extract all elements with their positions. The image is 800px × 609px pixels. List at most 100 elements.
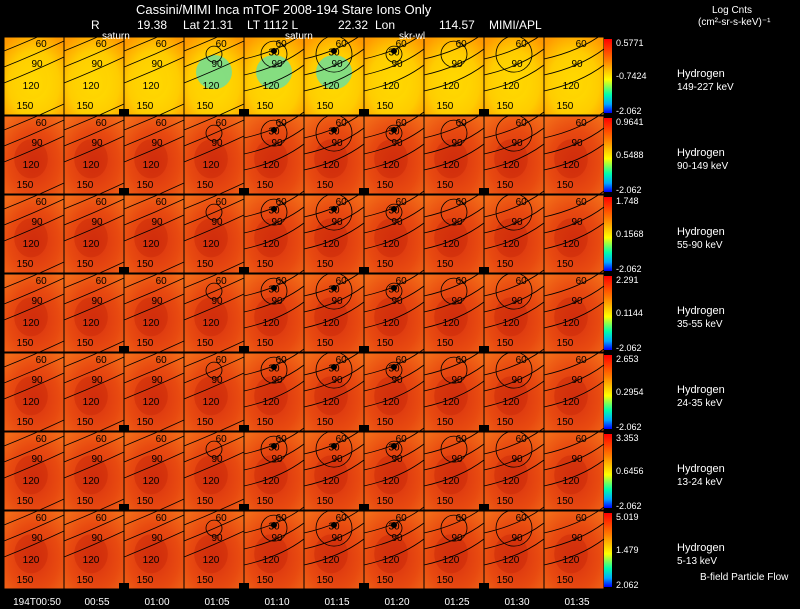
contour-line: [303, 190, 365, 218]
contour-loop: [385, 361, 403, 379]
contour-label: 120: [563, 81, 580, 92]
heatmap-panel: [124, 353, 184, 431]
contour-label: 120: [83, 555, 100, 566]
heatmap-panel: [4, 274, 64, 352]
contour-line: [3, 356, 65, 384]
contour-line: [423, 64, 485, 92]
contour-line: [303, 506, 365, 534]
contour-label: 150: [497, 417, 514, 428]
contour-line: [63, 56, 125, 84]
contour-label: 150: [437, 575, 454, 586]
contour-line: [243, 459, 305, 487]
species-label: Hydrogen: [677, 542, 725, 554]
contour-line: [423, 380, 485, 408]
contour-label: 120: [143, 239, 160, 250]
contour-line: [123, 277, 185, 305]
contour-label: 120: [563, 397, 580, 408]
heatmap-panel: [64, 274, 124, 352]
contour-line: [243, 522, 305, 550]
contour-label: 60: [216, 39, 228, 50]
heatmap-panel: [184, 432, 244, 510]
contour-loop: [205, 45, 223, 63]
contour-line: [543, 143, 605, 171]
contour-label: 90: [271, 375, 283, 386]
contour-line: [483, 285, 545, 313]
contour-label: 120: [383, 239, 400, 250]
contour-label: 60: [36, 355, 48, 366]
contour-label: 120: [323, 555, 340, 566]
contour-line: [3, 372, 65, 400]
contour-label: 90: [211, 375, 223, 386]
heatmap-panel: [184, 116, 244, 194]
contour-line: [483, 538, 545, 566]
contour-label: 90: [211, 533, 223, 544]
contour-line: [363, 380, 425, 408]
contour-label: 60: [216, 355, 228, 366]
heatmap-panel: [64, 195, 124, 273]
contour-line: [423, 269, 485, 297]
contour-label: 120: [83, 160, 100, 171]
intensity-blob: [74, 534, 108, 574]
contour-label: 150: [497, 259, 514, 270]
contour-line: [183, 135, 245, 163]
contour-label: 120: [443, 318, 460, 329]
planet-marker: [271, 364, 277, 371]
contour-label: 150: [557, 338, 574, 349]
contour-line: [123, 40, 185, 68]
contour-label: 120: [323, 239, 340, 250]
contour-label: 120: [263, 555, 280, 566]
contour-line: [123, 198, 185, 226]
contour-loop: [385, 519, 403, 537]
contour-line: [123, 293, 185, 321]
contour-line: [363, 348, 425, 376]
time-tick-label: 01:35: [564, 597, 589, 608]
contour-line: [183, 56, 245, 84]
heatmap-panel: [124, 432, 184, 510]
contour-loop: [315, 351, 353, 389]
heatmap-panel: [4, 37, 64, 115]
contour-loop: [205, 361, 223, 379]
contour-line: [363, 269, 425, 297]
contour-label: 60: [276, 39, 288, 50]
contour-line: [303, 364, 365, 392]
contour-line: [483, 506, 545, 534]
contour-label: 150: [377, 338, 394, 349]
contour-line: [483, 348, 545, 376]
contour-label: 60: [36, 118, 48, 129]
contour-line: [363, 206, 425, 234]
contour-label: 150: [137, 417, 154, 428]
contour-line: [3, 261, 65, 289]
contour-label: 60: [156, 276, 168, 287]
contour-label: 120: [203, 397, 220, 408]
contour-label: 150: [317, 101, 334, 112]
contour-label: 60: [96, 118, 108, 129]
contour-line: [3, 293, 65, 321]
contour-line: [3, 135, 65, 163]
contour-label: 60: [576, 434, 588, 445]
contour-label: 150: [317, 259, 334, 270]
contour-label: 150: [197, 338, 214, 349]
contour-line: [3, 182, 65, 210]
contour-label: 60: [36, 513, 48, 524]
planet-marker: [331, 364, 337, 371]
contour-label: 150: [197, 101, 214, 112]
heatmap-panel: [64, 116, 124, 194]
contour-line: [3, 530, 65, 558]
contour-label: 60: [456, 197, 468, 208]
contour-line: [123, 214, 185, 242]
contour-label: 90: [271, 454, 283, 465]
contour-line: [123, 372, 185, 400]
colorbar-mid-label: 0.1568: [616, 229, 644, 239]
contour-label: 120: [83, 397, 100, 408]
contour-label: 60: [456, 39, 468, 50]
contour-label: 60: [96, 355, 108, 366]
contour-line: [363, 143, 425, 171]
frame-label-skr: skr-wl: [399, 31, 426, 42]
contour-line: [123, 56, 185, 84]
contour-line: [303, 427, 365, 455]
contour-label: 90: [451, 375, 463, 386]
contour-label: 120: [143, 555, 160, 566]
contour-loop: [315, 509, 353, 547]
contour-label: 90: [91, 296, 103, 307]
intensity-blob: [194, 297, 228, 337]
